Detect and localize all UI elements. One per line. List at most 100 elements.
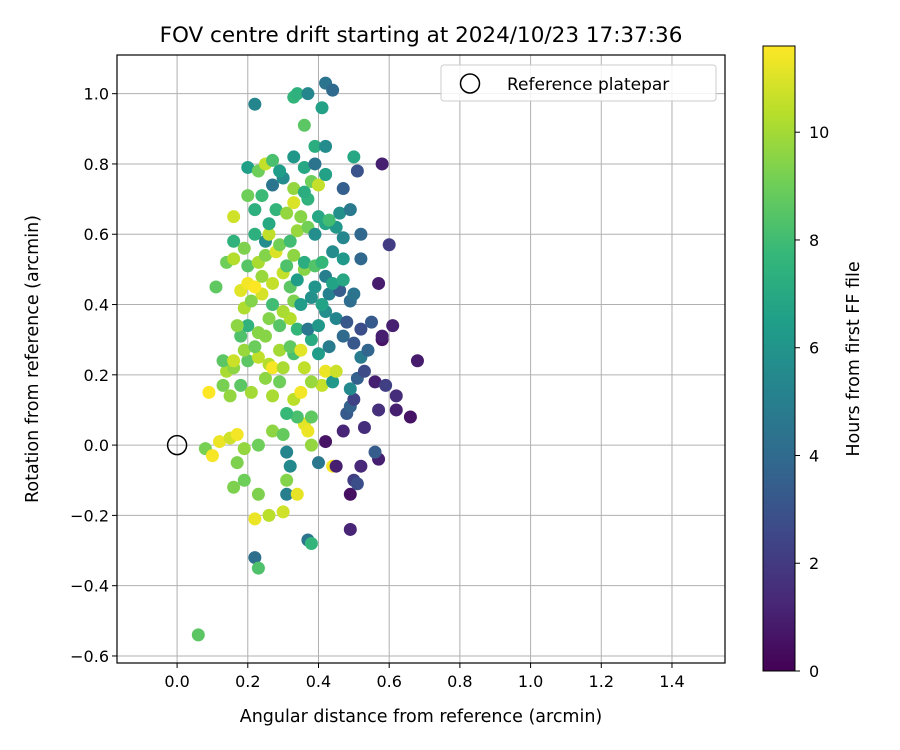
data-point <box>304 537 318 551</box>
data-point <box>227 210 241 224</box>
data-point <box>227 480 241 494</box>
data-point <box>322 340 336 354</box>
data-point <box>248 227 262 241</box>
y-tick-label: 0.6 <box>84 225 109 244</box>
colorbar-tick-label: 6 <box>809 339 819 358</box>
data-point <box>287 150 301 164</box>
data-point <box>248 280 262 294</box>
colorbar-label: Hours from first FF file <box>844 261 864 456</box>
data-point <box>304 375 318 389</box>
data-point <box>255 189 269 203</box>
data-points <box>191 76 424 642</box>
reference-marker <box>166 434 188 456</box>
data-point <box>227 252 241 266</box>
data-point <box>283 340 297 354</box>
colorbar-tick-label: 8 <box>809 231 819 250</box>
data-point <box>237 343 251 357</box>
data-point <box>347 392 361 406</box>
data-point <box>248 97 262 111</box>
x-tick-label: 0.8 <box>447 672 472 691</box>
data-point <box>389 389 403 403</box>
x-tick-label: 1.4 <box>659 672 684 691</box>
data-point <box>357 364 371 378</box>
colorbar: 0 2 4 6 8 10 Hours from first FF file <box>762 45 864 681</box>
data-point <box>319 364 333 378</box>
legend-marker-icon <box>459 73 481 94</box>
data-point <box>216 354 230 368</box>
data-point <box>248 512 262 526</box>
data-point <box>315 255 329 269</box>
data-point <box>294 210 308 224</box>
data-point <box>294 343 308 357</box>
data-point <box>403 410 417 424</box>
data-point <box>350 164 364 178</box>
data-point <box>357 421 371 435</box>
data-point <box>354 227 368 241</box>
data-point <box>251 326 265 340</box>
data-point <box>315 378 329 392</box>
data-point <box>248 551 262 565</box>
data-point <box>241 160 255 174</box>
data-point <box>343 203 357 217</box>
data-point <box>311 210 325 224</box>
data-point <box>336 252 350 266</box>
data-point <box>273 375 287 389</box>
data-point <box>266 389 280 403</box>
data-point <box>326 375 340 389</box>
data-point <box>343 522 357 536</box>
data-point <box>255 269 269 283</box>
data-point <box>311 319 325 333</box>
legend-box <box>440 64 717 102</box>
data-point <box>301 424 315 438</box>
data-point <box>319 435 333 449</box>
data-point <box>315 101 329 115</box>
data-point <box>280 206 294 220</box>
x-axis-label: Angular distance from reference (arcmin) <box>240 707 603 727</box>
y-tick-label: −0.6 <box>70 647 109 666</box>
data-point <box>319 139 333 153</box>
data-point <box>287 196 301 210</box>
data-point <box>326 276 340 290</box>
data-point <box>237 241 251 255</box>
data-point <box>410 354 424 368</box>
data-point <box>294 385 308 399</box>
data-point <box>290 410 304 424</box>
data-point <box>290 273 304 287</box>
data-point <box>241 259 255 273</box>
x-tick-label: 1.2 <box>589 672 614 691</box>
x-tick-label: 0.2 <box>235 672 260 691</box>
data-point <box>273 238 287 252</box>
y-tick-label: 0.2 <box>84 366 109 385</box>
data-point <box>230 428 244 442</box>
data-point <box>375 157 389 171</box>
data-point <box>266 153 280 167</box>
colorbar-tick-label: 10 <box>809 123 829 142</box>
data-point <box>251 561 265 575</box>
data-point <box>347 336 361 350</box>
data-point <box>248 340 262 354</box>
plot-frame <box>116 54 726 664</box>
data-point <box>389 403 403 417</box>
data-point <box>308 139 322 153</box>
data-point <box>266 361 280 375</box>
data-point <box>386 319 400 333</box>
data-point <box>237 442 251 456</box>
data-point <box>290 87 304 101</box>
data-point <box>329 459 343 473</box>
data-point <box>230 319 244 333</box>
data-point <box>329 364 343 378</box>
data-point <box>297 361 311 375</box>
chart-title: FOV centre drift starting at 2024/10/23 … <box>160 23 683 48</box>
data-point <box>326 83 340 97</box>
data-point <box>297 160 311 174</box>
data-point <box>273 319 287 333</box>
data-point <box>248 203 262 217</box>
data-point <box>343 382 357 396</box>
data-point <box>326 245 340 259</box>
data-point <box>269 203 283 217</box>
colorbar-ticks: 0 2 4 6 8 10 <box>795 123 829 681</box>
data-point <box>273 343 287 357</box>
data-point <box>301 322 315 336</box>
data-point <box>227 354 241 368</box>
data-point <box>347 150 361 164</box>
